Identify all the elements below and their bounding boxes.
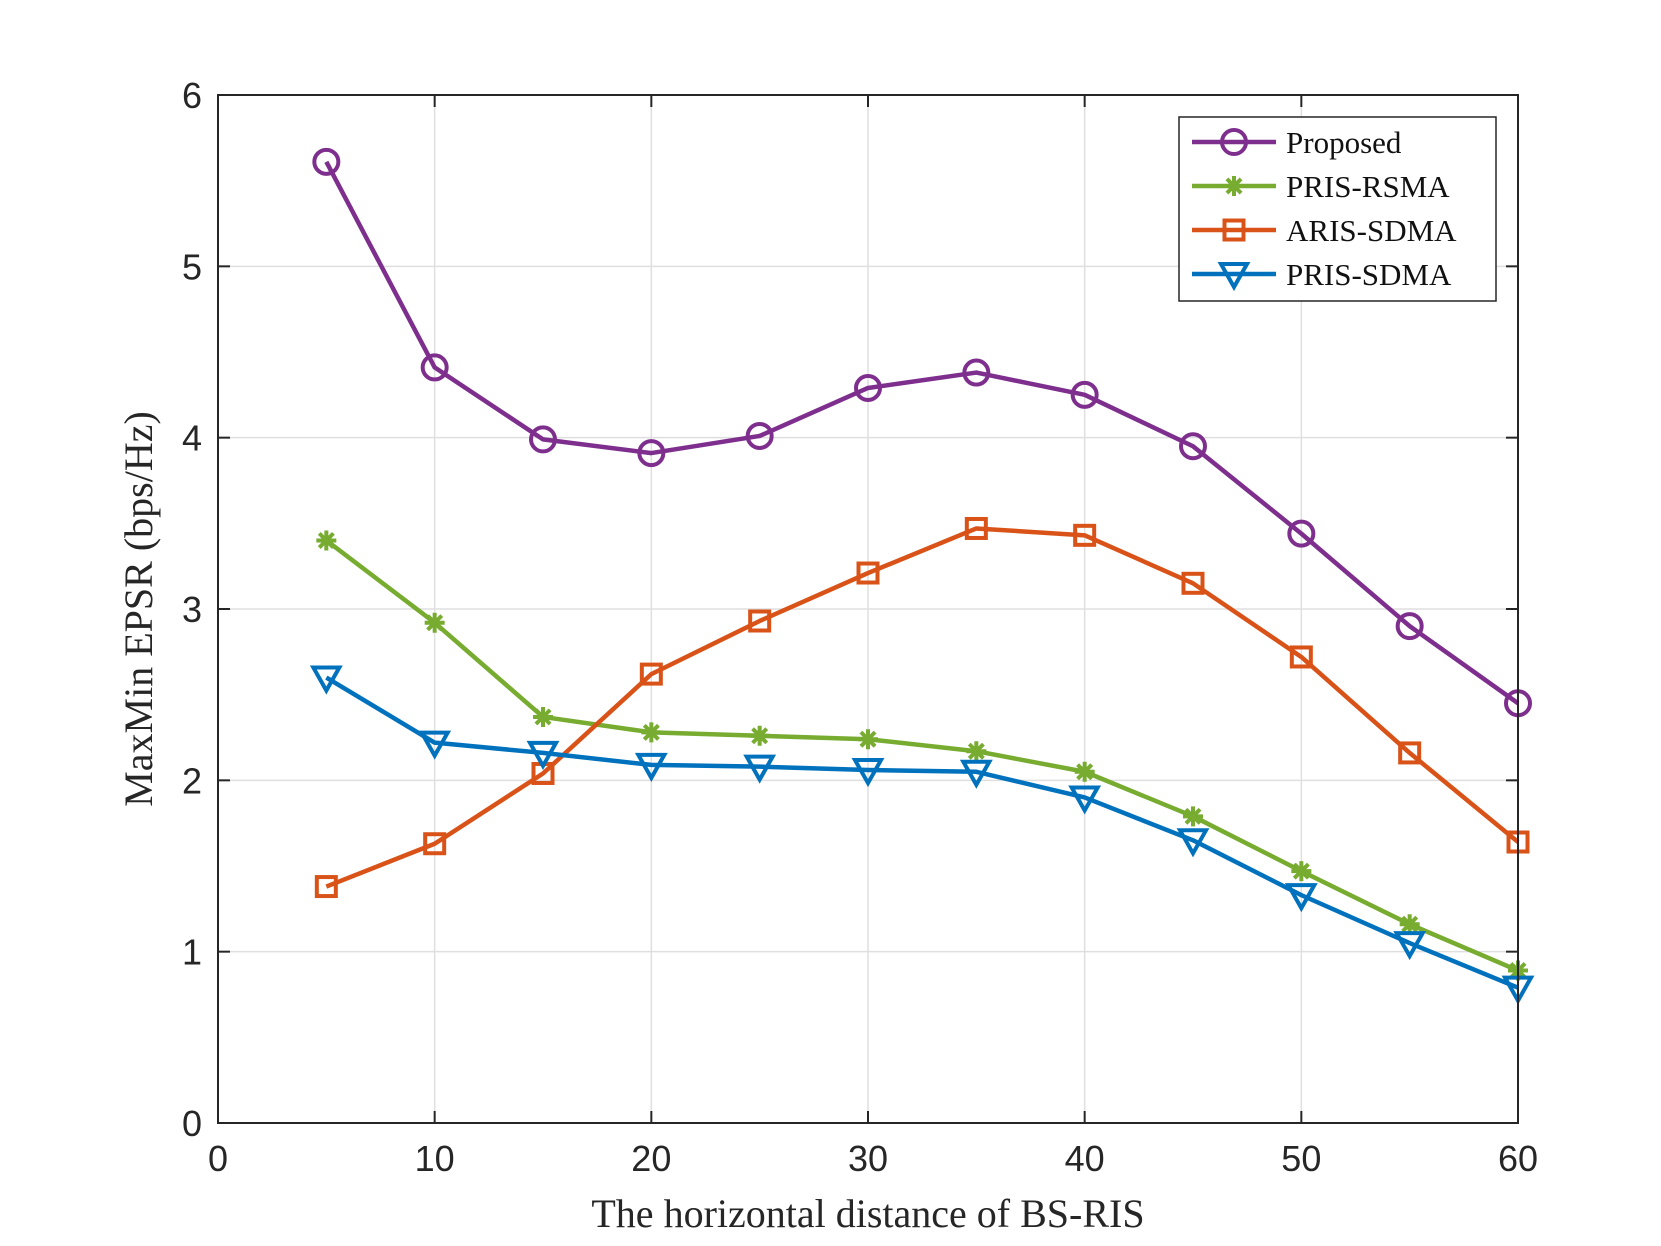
x-tick-label: 50 bbox=[1281, 1138, 1321, 1179]
data-point-aris-sdma bbox=[1289, 645, 1313, 669]
data-point-proposed bbox=[962, 358, 991, 387]
data-point-proposed bbox=[854, 373, 882, 402]
data-point-pris-rsma bbox=[1399, 914, 1420, 935]
legend-label-aris-sdma: ARIS-SDMA bbox=[1286, 213, 1457, 248]
legend-box bbox=[1178, 116, 1497, 302]
data-point-aris-sdma bbox=[639, 662, 663, 686]
x-tick-label: 0 bbox=[208, 1138, 228, 1179]
data-point-proposed bbox=[637, 439, 666, 468]
y-tick-label: 3 bbox=[182, 589, 202, 630]
series-layer bbox=[309, 147, 1535, 1005]
data-point-pris-sdma bbox=[1176, 828, 1210, 858]
legend-item-pris-sdma: PRIS-SDMA bbox=[1192, 257, 1452, 292]
series-line-proposed bbox=[324, 160, 1520, 706]
legend-label-pris-sdma: PRIS-SDMA bbox=[1286, 257, 1452, 292]
data-point-pris-sdma bbox=[309, 665, 343, 695]
data-point-pris-sdma bbox=[1284, 883, 1318, 913]
series-proposed bbox=[312, 147, 1532, 718]
data-point-aris-sdma bbox=[1181, 571, 1205, 595]
series-line-pris-rsma bbox=[324, 538, 1519, 973]
y-tick-label: 4 bbox=[182, 418, 202, 459]
data-point-pris-rsma bbox=[641, 722, 662, 743]
series-line-pris-sdma bbox=[325, 675, 1519, 990]
legend-label-proposed: Proposed bbox=[1286, 125, 1402, 160]
data-point-pris-rsma bbox=[1291, 861, 1312, 882]
data-point-pris-sdma bbox=[851, 758, 885, 788]
data-point-pris-sdma bbox=[1068, 785, 1102, 815]
legend-marker-proposed bbox=[1220, 128, 1248, 156]
data-point-pris-rsma bbox=[858, 729, 878, 750]
data-point-proposed bbox=[312, 147, 341, 176]
data-point-pris-rsma bbox=[1074, 761, 1095, 782]
data-point-proposed bbox=[420, 353, 449, 382]
data-point-proposed bbox=[1070, 380, 1099, 409]
y-tick-label: 1 bbox=[182, 932, 202, 973]
y-tick-label: 2 bbox=[182, 760, 202, 801]
legend-entries: Proposed PRIS-RSMA ARIS-SDMA PRIS-SDMA bbox=[1192, 125, 1457, 292]
x-tick-label: 40 bbox=[1065, 1138, 1105, 1179]
legend-marker-pris-rsma bbox=[1224, 176, 1244, 196]
ticks: 0 10 20 30 40 50 60 0 1 2 3 4 5 6 bbox=[182, 75, 1538, 1179]
legend-item-pris-rsma: PRIS-RSMA bbox=[1192, 169, 1450, 204]
series-aris-sdma bbox=[314, 516, 1530, 899]
data-point-aris-sdma bbox=[964, 516, 988, 540]
data-point-proposed bbox=[1395, 612, 1424, 641]
y-axis-title: MaxMin EPSR (bps/Hz) bbox=[116, 411, 161, 807]
data-point-pris-sdma bbox=[526, 740, 560, 770]
data-point-pris-rsma bbox=[316, 530, 337, 551]
legend-item-proposed: Proposed bbox=[1192, 125, 1402, 160]
data-point-aris-sdma bbox=[1073, 523, 1097, 547]
data-point-aris-sdma bbox=[1398, 741, 1422, 765]
data-point-aris-sdma bbox=[856, 561, 880, 585]
data-point-aris-sdma bbox=[423, 832, 447, 856]
data-point-pris-rsma bbox=[749, 725, 770, 746]
data-point-pris-rsma bbox=[533, 706, 553, 727]
y-tick-label: 5 bbox=[182, 246, 202, 287]
legend-marker-aris-sdma bbox=[1222, 218, 1246, 242]
data-point-proposed bbox=[529, 425, 557, 454]
data-point-pris-sdma bbox=[743, 754, 777, 784]
legend-label-pris-rsma: PRIS-RSMA bbox=[1286, 169, 1450, 204]
data-point-pris-rsma bbox=[966, 741, 987, 762]
data-point-proposed bbox=[1179, 432, 1207, 461]
data-point-pris-rsma bbox=[1183, 806, 1203, 827]
data-point-pris-rsma bbox=[424, 612, 445, 633]
data-point-pris-sdma bbox=[1393, 931, 1427, 961]
legend: Proposed PRIS-RSMA ARIS-SDMA PRIS-SDMA bbox=[1178, 116, 1497, 302]
data-point-pris-sdma bbox=[418, 730, 452, 760]
data-point-pris-sdma bbox=[959, 759, 993, 789]
data-point-proposed bbox=[1287, 519, 1316, 548]
x-axis-title: The horizontal distance of BS-RIS bbox=[591, 1191, 1144, 1236]
series-line-aris-sdma bbox=[325, 526, 1520, 889]
x-tick-label: 10 bbox=[415, 1138, 455, 1179]
legend-marker-pris-sdma bbox=[1217, 262, 1251, 292]
legend-item-aris-sdma: ARIS-SDMA bbox=[1192, 213, 1457, 248]
data-point-aris-sdma bbox=[314, 875, 338, 899]
data-point-aris-sdma bbox=[748, 609, 772, 633]
y-tick-label: 0 bbox=[182, 1103, 202, 1144]
x-tick-label: 30 bbox=[848, 1138, 888, 1179]
x-tick-label: 20 bbox=[631, 1138, 671, 1179]
data-point-proposed bbox=[745, 421, 774, 450]
y-tick-label: 6 bbox=[182, 75, 202, 116]
data-point-pris-sdma bbox=[634, 752, 668, 782]
x-tick-label: 60 bbox=[1498, 1138, 1538, 1179]
